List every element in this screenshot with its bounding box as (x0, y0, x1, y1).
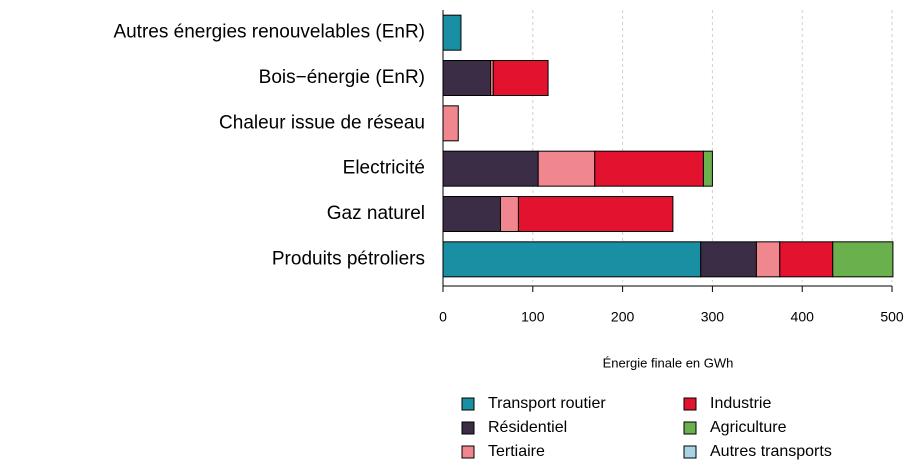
legend-swatch (683, 421, 697, 435)
bar-segment (442, 150, 539, 187)
y-tick-label: Electricité (343, 158, 425, 179)
bar-segment (442, 105, 459, 142)
legend-label: Agriculture (710, 419, 787, 436)
legend-swatch (683, 445, 697, 459)
bar-segment (702, 150, 713, 187)
bar-segment (442, 196, 501, 232)
bar-segment (517, 196, 674, 232)
x-tick-label: 200 (611, 309, 635, 325)
x-tick-label: 500 (880, 309, 904, 325)
bar-segment (779, 241, 834, 278)
legend-swatch (461, 421, 475, 435)
legend-swatch (461, 397, 475, 411)
bar-segment (700, 241, 757, 278)
x-tick-label: 0 (439, 309, 447, 325)
y-tick-label: Autres énergies renouvelables (EnR) (113, 22, 425, 43)
bar-segment (442, 14, 462, 51)
legend-swatch (461, 445, 475, 459)
y-tick-label: Gaz naturel (327, 203, 425, 224)
y-tick-label: Produits pétroliers (272, 248, 425, 269)
bar-segment (832, 241, 894, 278)
y-tick-label: Bois−énergie (EnR) (259, 67, 425, 88)
bar-segment (492, 60, 549, 96)
bar-segment (442, 241, 702, 278)
y-tick-label: Chaleur issue de réseau (219, 112, 425, 133)
x-axis-title: Énergie finale en GWh (603, 355, 734, 370)
legend-swatch (683, 397, 697, 411)
bar-segment (755, 241, 781, 278)
legend-label: Autres transports (710, 443, 832, 460)
bar-segment (594, 150, 704, 187)
bar-segment (442, 60, 492, 96)
legend-label: Industrie (710, 395, 771, 412)
legend-label: Tertiaire (488, 443, 545, 460)
x-tick-label: 400 (791, 309, 815, 325)
x-tick-label: 300 (701, 309, 725, 325)
bar-segment (499, 196, 519, 232)
bar-segment (537, 150, 596, 187)
legend-label: Transport routier (488, 395, 606, 412)
x-tick-label: 100 (521, 309, 545, 325)
legend-label: Résidentiel (488, 419, 567, 436)
